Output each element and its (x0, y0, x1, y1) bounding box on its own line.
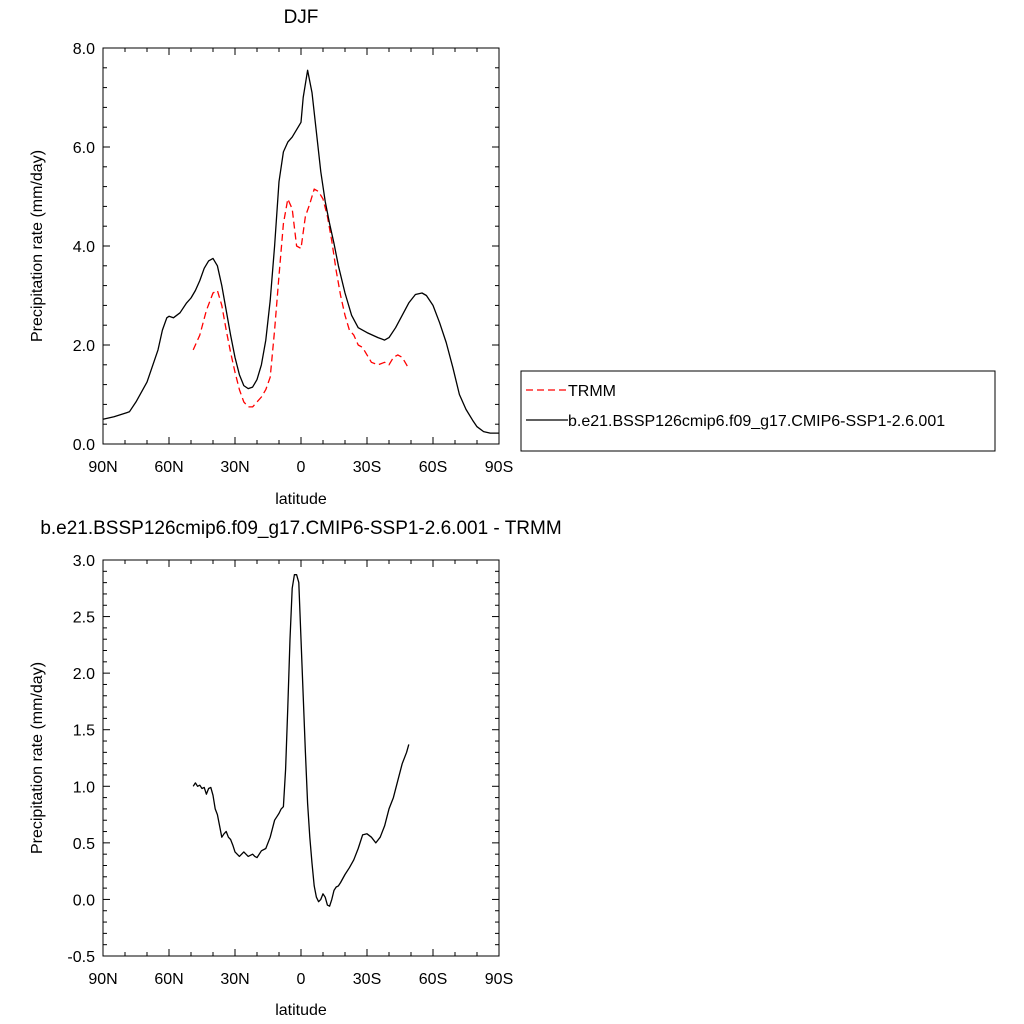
x-tick-label: 60S (419, 971, 447, 988)
y-axis-label: Precipitation rate (mm/day) (29, 662, 46, 854)
x-axis-label: latitude (275, 1002, 327, 1019)
y-tick-label: 0.0 (73, 437, 95, 454)
x-tick-label: 90S (485, 459, 513, 476)
y-tick-label: 1.5 (73, 723, 95, 740)
bottom-chart-panel: b.e21.BSSP126cmip6.f09_g17.CMIP6-SSP1-2.… (29, 518, 562, 1019)
x-tick-label: 60N (154, 459, 183, 476)
x-tick-label: 90N (88, 459, 117, 476)
series-line-0 (192, 574, 410, 907)
x-tick-label: 30S (353, 971, 381, 988)
legend-label-trmm: TRMM (568, 383, 616, 400)
series-line-1 (102, 69, 499, 434)
x-tick-label: 0 (297, 971, 306, 988)
plot-frame (102, 559, 500, 957)
data-lines (102, 69, 499, 434)
y-tick-label: 1.0 (73, 779, 95, 796)
x-tick-label: 0 (297, 459, 306, 476)
y-tick-label: 2.0 (73, 666, 95, 683)
x-tick-label: 90N (88, 971, 117, 988)
x-tick-label: 30S (353, 459, 381, 476)
chart-title: DJF (284, 7, 319, 28)
y-tick-label: 4.0 (73, 239, 95, 256)
y-tick-label: 0.5 (73, 836, 95, 853)
legend-label-model: b.e21.BSSP126cmip6.f09_g17.CMIP6-SSP1-2.… (568, 413, 945, 430)
axis-ticks: 0.0 2.0 4.0 6.0 8.0 90N 60N 30N 0 30S 60S 90S (73, 41, 513, 476)
x-tick-label: 90S (485, 971, 513, 988)
y-tick-label: -0.5 (67, 949, 95, 966)
y-axis-label: Precipitation rate (mm/day) (29, 150, 46, 342)
chart-title: b.e21.BSSP126cmip6.f09_g17.CMIP6-SSP1-2.… (40, 518, 561, 539)
y-tick-label: 0.0 (73, 892, 95, 909)
top-chart-panel: DJF Precipitation rate (mm/day) latitude… (29, 7, 513, 508)
x-tick-label: 60N (154, 971, 183, 988)
y-tick-label: 6.0 (73, 140, 95, 157)
series-line-0 (192, 188, 410, 408)
y-tick-label: 8.0 (73, 41, 95, 58)
x-axis-label: latitude (275, 491, 327, 508)
legend: TRMM b.e21.BSSP126cmip6.f09_g17.CMIP6-SS… (520, 370, 996, 452)
axis-ticks: -0.5 0.0 0.5 1.0 1.5 2.0 2.5 3.0 90N 60N 30N 0 30S 60… (67, 553, 513, 988)
x-tick-label: 60S (419, 459, 447, 476)
y-tick-label: 3.0 (73, 553, 95, 570)
plot-frame (102, 47, 500, 445)
x-tick-label: 30N (220, 459, 249, 476)
data-lines (192, 574, 410, 907)
y-tick-label: 2.0 (73, 338, 95, 355)
y-tick-label: 2.5 (73, 610, 95, 627)
legend-box (520, 370, 996, 452)
x-tick-label: 30N (220, 971, 249, 988)
